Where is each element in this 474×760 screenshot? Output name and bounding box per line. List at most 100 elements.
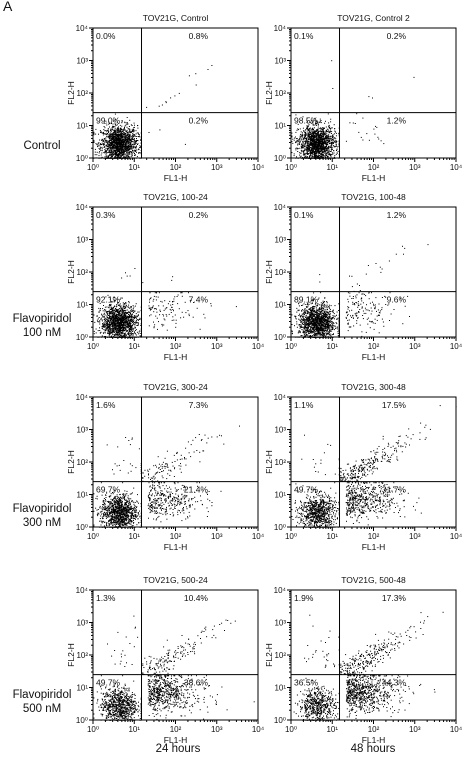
scatter-point (129, 119, 131, 121)
scatter-point (124, 322, 126, 324)
scatter-point (128, 326, 130, 328)
scatter-point (115, 309, 117, 311)
scatter-point (377, 136, 379, 138)
scatter-point (134, 142, 136, 143)
scatter-point (325, 134, 327, 136)
scatter-point (312, 143, 314, 145)
scatter-point (117, 328, 119, 330)
scatter-point (188, 75, 190, 77)
scatter-point (306, 139, 308, 141)
scatter-point (116, 148, 118, 149)
scatter-point (135, 333, 136, 335)
scatter-point (113, 306, 115, 308)
scatter-point (327, 152, 329, 154)
scatter-point (137, 314, 139, 316)
scatter-point (333, 156, 335, 158)
scatter-point (330, 150, 332, 152)
scatter-point (111, 145, 113, 147)
scatter-point (134, 268, 136, 269)
scatter-point (300, 143, 302, 145)
scatter-point (126, 309, 128, 311)
scatter-point (127, 326, 128, 328)
scatter-point (314, 135, 316, 137)
scatter-point (117, 314, 119, 316)
scatter-point (98, 155, 100, 157)
scatter-point (134, 155, 136, 156)
scatter-point (119, 152, 121, 154)
scatter-point (292, 142, 294, 144)
scatter-point (316, 144, 318, 146)
scatter-point (108, 324, 110, 326)
scatter-point (131, 138, 133, 140)
scatter-point (321, 156, 323, 158)
scatter-point (113, 313, 115, 315)
scatter-point (193, 302, 195, 303)
scatter-point (129, 319, 131, 321)
scatter-point (106, 317, 108, 318)
scatter-point (190, 299, 192, 301)
scatter-point (112, 137, 114, 139)
scatter-point (325, 144, 327, 146)
scatter-point (112, 309, 114, 311)
scatter-point (315, 133, 317, 135)
scatter-point (119, 144, 121, 146)
scatter-point (111, 134, 113, 136)
scatter-point (119, 324, 121, 326)
scatter-point (120, 327, 122, 328)
scatter-point (98, 311, 100, 313)
scatter-point (126, 146, 128, 148)
scatter-point (323, 145, 325, 146)
scatter-point (161, 104, 163, 106)
scatter-point (121, 329, 123, 331)
scatter-point (372, 97, 373, 99)
scatter-point (373, 128, 375, 130)
scatter-point (326, 152, 328, 154)
scatter-point (170, 312, 172, 313)
scatter-point (332, 142, 334, 144)
scatter-point (122, 330, 124, 332)
scatter-point (310, 153, 312, 155)
scatter-point (108, 148, 110, 150)
scatter-point (291, 136, 293, 138)
scatter-point (138, 152, 140, 154)
scatter-point (306, 127, 307, 129)
scatter-point (331, 148, 333, 150)
scatter-point (125, 147, 127, 149)
scatter-point (322, 145, 324, 147)
scatter-point (329, 132, 331, 134)
scatter-point (354, 123, 356, 124)
scatter-point (301, 151, 303, 153)
scatter-point (111, 137, 113, 139)
scatter-point (107, 324, 109, 326)
scatter-point (150, 307, 152, 309)
scatter-point (320, 129, 322, 131)
scatter-point (319, 146, 321, 148)
scatter-point (117, 145, 119, 147)
scatter-point (112, 301, 114, 303)
scatter-point (103, 312, 105, 314)
scatter-point (122, 141, 124, 143)
scatter-point (113, 130, 115, 132)
scatter-point (120, 309, 122, 311)
scatter-point (127, 324, 129, 326)
scatter-point (105, 120, 107, 122)
scatter-point (327, 147, 329, 149)
scatter-point (106, 149, 108, 151)
scatter-point (122, 138, 124, 140)
scatter-point (125, 134, 127, 136)
scatter-point (123, 313, 125, 315)
scatter-point (318, 142, 320, 143)
scatter-point (312, 141, 313, 142)
scatter-point (116, 155, 118, 157)
scatter-point (93, 134, 95, 136)
scatter-point (299, 141, 301, 143)
scatter-point (128, 328, 130, 329)
scatter-point (328, 137, 330, 139)
scatter-point (126, 117, 128, 118)
scatter-point (135, 150, 137, 151)
scatter-point (110, 317, 112, 319)
scatter-point (113, 144, 115, 146)
scatter-point (104, 309, 106, 311)
scatter-point (124, 332, 126, 334)
scatter-point (185, 312, 187, 314)
